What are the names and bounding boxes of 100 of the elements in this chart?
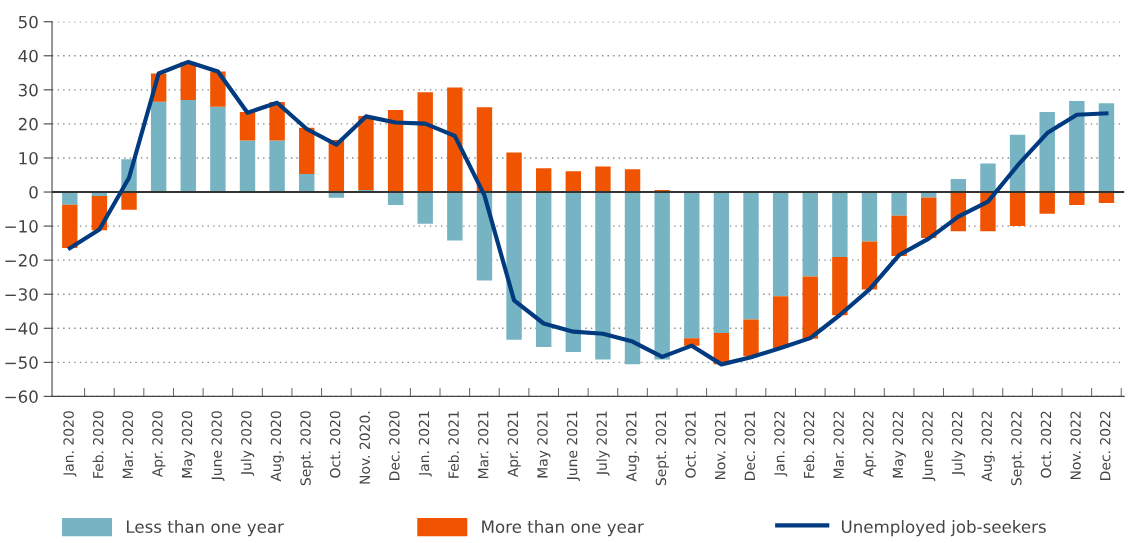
bar [1069,101,1085,193]
bar [802,192,818,277]
x-tick-label: Apr. 2021 [507,411,521,478]
x-tick-label: Sept. 2021 [655,411,669,486]
bar [1009,192,1026,227]
bar [654,192,670,360]
bar [447,192,463,241]
bar [387,109,404,193]
bar [299,173,315,193]
x-tick-label: May 2021 [537,411,551,478]
bar [861,241,878,290]
x-tick-label: Jan. 2020 [63,411,77,477]
x-tick-label: Aug. 2020 [270,411,284,482]
legend-label: Less than one year [126,520,284,537]
x-tick-label: May 2020 [181,411,195,478]
x-tick-label: Jan. 2021 [418,411,432,477]
x-tick-label: Mar. 2021 [477,411,489,479]
bar [62,192,78,205]
bar [624,169,641,193]
bar [417,92,433,193]
x-tick-label: Feb. 2022 [803,411,815,478]
legend-label: Unemployed job-seekers [841,520,1046,537]
x-tick-label: Dec. 2022 [1099,411,1111,480]
bar [150,101,167,193]
bar [743,192,759,320]
x-tick-label: Aug. 2022 [981,411,995,482]
bar [772,192,789,297]
x-tick-label: Dec. 2021 [744,411,756,480]
bar [950,179,967,193]
bar [1098,103,1115,193]
x-tick-label: Nov. 2021 [714,411,726,480]
y-tick-label: 30 [18,83,38,97]
bar [832,192,848,258]
bar [476,107,493,193]
bar [1069,192,1085,205]
bar [713,192,730,334]
x-tick-label: Sept. 2020 [300,411,314,486]
bar [595,166,611,193]
legend-label: More than one year [482,520,644,537]
bar [299,127,315,174]
y-tick-label: −20 [5,254,38,267]
bar [743,319,759,357]
bar [921,197,937,239]
x-tick-label: Jan. 2022 [774,411,788,477]
x-tick-label: Aug. 2021 [626,411,640,482]
x-tick-label: July 2021 [596,411,610,476]
bar [802,276,818,339]
x-tick-label: July 2020 [240,411,255,476]
bar [239,140,256,193]
x-tick-label: Sept. 2022 [1011,411,1025,486]
bar [417,192,433,224]
bar [832,257,848,316]
x-tick-label: Feb. 2021 [448,411,459,478]
x-tick-label: Nov. 2022 [1070,411,1081,480]
x-tick-label: Dec. 2020 [389,411,400,480]
bar [891,215,907,257]
bar [565,192,582,353]
y-tick-label: −30 [5,288,38,301]
bar [535,192,552,347]
bar [861,192,878,242]
y-tick-label: 50 [18,15,38,29]
bar [62,204,78,248]
x-tick-label: June 2022 [922,411,936,482]
bar [891,192,907,216]
x-tick-label: Nov. 2020. [359,411,371,484]
y-tick-label: −60 [5,390,38,403]
y-tick-label: −10 [5,220,38,233]
bar [506,152,522,193]
line-series [67,59,1109,367]
y-tick-label: −40 [5,322,38,335]
x-tick-label: Oct. 2021 [685,411,696,478]
bar [565,171,582,193]
y-tick-label: 10 [19,151,38,165]
bar [210,106,226,193]
bar [180,100,196,193]
x-tick-label: Apr. 2022 [863,411,877,478]
bar [624,192,641,365]
x-tick-label: Mar. 2020 [122,411,134,479]
bar [772,296,789,349]
x-tick-label: Feb. 2020 [92,411,104,478]
bar [121,192,137,210]
y-tick-label: 0 [29,185,38,199]
bar [269,140,285,193]
bar [358,116,374,190]
x-tick-label: Apr. 2020 [152,411,166,478]
bar [239,111,256,141]
x-tick-label: June 2020 [211,411,225,482]
x-tick-label: Mar. 2022 [833,411,844,479]
bar [535,168,552,193]
x-tick-label: May 2022 [892,411,906,478]
bar [506,192,522,340]
bar [684,192,700,339]
bar [447,87,463,193]
bar [980,163,996,193]
y-tick-label: −50 [5,356,38,369]
y-tick-label: 40 [18,49,38,63]
bar [387,192,404,205]
x-tick-label: Oct. 2020 [329,411,341,478]
x-tick-label: June 2021 [566,411,580,482]
x-tick-label: Oct. 2022 [1040,411,1052,478]
